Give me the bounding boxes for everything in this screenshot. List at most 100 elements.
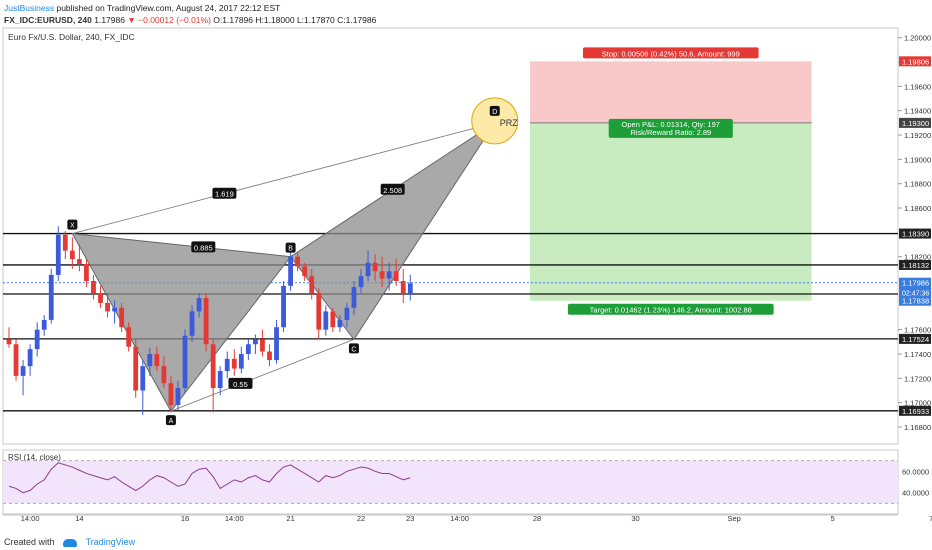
- candle: [91, 274, 96, 300]
- candle: [98, 285, 103, 308]
- candle-body: [245, 344, 251, 354]
- target-label: Target: 0.01462 (1.23%) 146.2, Amount: 1…: [567, 303, 774, 315]
- rsi-line: [8, 462, 411, 494]
- candle: [267, 344, 272, 367]
- level-tag: 1.17524: [899, 333, 931, 344]
- level-tag-bg: [899, 259, 931, 270]
- symbol-label: FX_IDC:EURUSD, 240: [4, 15, 92, 25]
- price-tag-bg: [899, 117, 931, 128]
- candle-body: [393, 271, 399, 282]
- stop-zone: [529, 61, 812, 123]
- candle-body: [133, 346, 139, 391]
- tradingview-brand[interactable]: TradingView: [85, 537, 136, 547]
- candle-body: [154, 353, 160, 367]
- level-tag-bg: [899, 405, 931, 416]
- level-tag: 1.16933: [899, 405, 931, 416]
- candle-body: [69, 250, 75, 260]
- x-tick-label: 5: [831, 514, 835, 523]
- price-tag: 1.19300: [899, 117, 931, 128]
- candle-body: [217, 371, 223, 389]
- candle-body: [231, 358, 237, 369]
- candle-body: [386, 271, 392, 279]
- stop-label-bg: [582, 47, 759, 59]
- stop-label-text: Stop: 0.00506 (0.42%) 50.6, Amount: 999: [602, 49, 740, 58]
- ratio-label: 0.885: [191, 241, 216, 253]
- candle-body: [147, 353, 153, 367]
- point-label: D: [492, 109, 497, 116]
- ratio-label-text: 0.885: [194, 243, 213, 252]
- candle-body: [189, 311, 195, 336]
- y-tick-label: 1.17000: [904, 399, 931, 408]
- tradingview-logo-icon: [63, 538, 78, 547]
- candle: [231, 349, 237, 376]
- point-label: X: [70, 223, 75, 230]
- candle: [210, 339, 216, 413]
- ratio-label-bg: [228, 377, 253, 389]
- ratio-label-text: 0.55: [233, 380, 248, 389]
- candle: [344, 302, 350, 328]
- candle: [182, 329, 188, 393]
- candle-body: [27, 349, 33, 367]
- level-tag-text: 1.18132: [902, 261, 929, 270]
- candle: [351, 281, 357, 316]
- point-bg: [67, 219, 78, 230]
- candle: [238, 346, 244, 374]
- candle: [20, 360, 26, 396]
- pattern-point-d: D: [489, 105, 500, 116]
- rsi-tick-label: 40.0000: [902, 489, 929, 498]
- price-tag-text: 1.19300: [902, 119, 929, 128]
- ratio-label: 1.619: [212, 187, 237, 199]
- x-tick-label: 30: [631, 514, 639, 523]
- candle-body: [20, 366, 26, 376]
- candle: [48, 268, 54, 324]
- y-tick-label: 1.18600: [904, 204, 931, 213]
- candle: [260, 329, 265, 357]
- ratio-label-text: 2.508: [383, 186, 402, 195]
- candle-body: [41, 319, 47, 330]
- candle: [41, 315, 47, 336]
- y-tick-label: 1.20000: [904, 34, 931, 43]
- level-tag: 1.18132: [899, 259, 931, 270]
- price-tag-sub: 02:47:36: [902, 291, 929, 298]
- candle-body: [140, 366, 146, 391]
- candle: [55, 226, 61, 282]
- candle-body: [316, 293, 322, 330]
- y-tick-label: 1.18800: [904, 180, 931, 189]
- rsi-tick-label: 60.0000: [902, 467, 929, 476]
- candle: [119, 302, 125, 333]
- x-tick-label: 16: [181, 514, 189, 523]
- symbol-line: FX_IDC:EURUSD, 240 1.17986 ▼ −0.00012 (−…: [4, 15, 376, 25]
- candle-body: [337, 319, 343, 328]
- candle: [175, 380, 181, 410]
- candle: [358, 268, 364, 294]
- price-tag-text: 1.19806: [902, 57, 929, 66]
- candle: [189, 305, 195, 342]
- rr-text: Risk/Reward Ratio: 2.89: [630, 128, 711, 137]
- candle-body: [175, 388, 181, 406]
- price-tag: 1.17838: [899, 295, 931, 306]
- candle: [133, 339, 139, 398]
- level-tag: 1.18390: [899, 228, 931, 239]
- ratio-label-bg: [380, 183, 405, 195]
- rsi-band: [3, 460, 898, 504]
- candle: [105, 293, 110, 318]
- candle: [372, 254, 378, 282]
- candle-body: [105, 302, 110, 312]
- candle: [161, 356, 167, 389]
- author-link[interactable]: JustBusiness: [4, 3, 55, 13]
- x-tick-label: 21: [286, 514, 294, 523]
- chart-title: Euro Fx/U.S. Dollar, 240, FX_IDC: [8, 32, 135, 42]
- price-change: −0.00012 (−0.01%): [138, 15, 211, 25]
- candle: [323, 305, 329, 336]
- candle: [62, 231, 68, 260]
- target-label-text: Target: 0.01462 (1.23%) 146.2, Amount: 1…: [590, 306, 752, 315]
- rsi-label: RSI (14, close): [8, 453, 61, 462]
- point-bg: [165, 415, 176, 426]
- price-tag-bg: [899, 295, 931, 306]
- candle: [393, 259, 399, 286]
- chart-area[interactable]: Euro Fx/U.S. Dollar, 240, FX_IDC 1.20000 1…: [0, 26, 932, 526]
- candle: [288, 250, 293, 291]
- stop-label: Stop: 0.00506 (0.42%) 50.6, Amount: 999: [582, 47, 759, 59]
- candle-body: [344, 307, 350, 320]
- prz-label: PRZ: [500, 118, 519, 128]
